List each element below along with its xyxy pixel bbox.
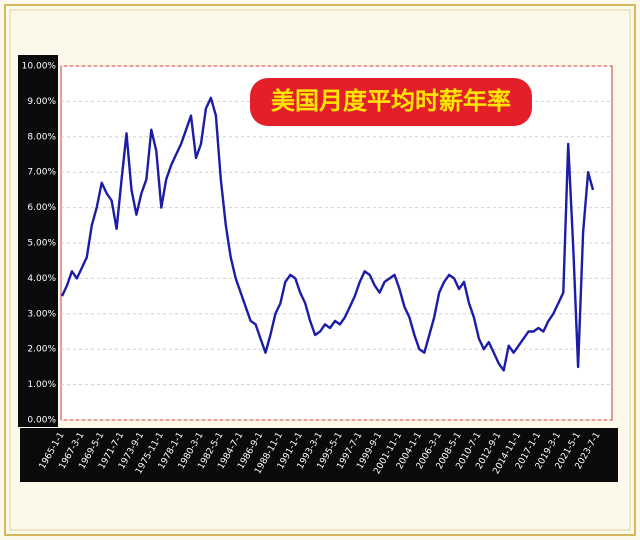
y-tick-label: 5.00% <box>27 239 56 249</box>
y-tick-label: 8.00% <box>27 132 56 142</box>
line-series <box>60 96 595 372</box>
frame-inner <box>9 9 631 531</box>
y-tick-label: 9.00% <box>27 97 56 107</box>
title-box <box>250 78 532 126</box>
y-tick-label: 4.00% <box>27 274 56 284</box>
frame <box>4 4 636 536</box>
chart-title: 美国月度平均时薪年率 <box>271 87 511 115</box>
y-tick-label: 2.00% <box>27 345 56 355</box>
y-tick-label: 0.00% <box>27 416 56 426</box>
y-tick-label: 7.00% <box>27 168 56 178</box>
x-axis-band <box>20 428 618 482</box>
y-tick-label: 10.00% <box>22 62 57 72</box>
y-axis-band <box>18 55 58 427</box>
y-tick-label: 3.00% <box>27 309 56 319</box>
y-tick-label: 6.00% <box>27 203 56 213</box>
y-tick-label: 1.00% <box>27 380 56 390</box>
